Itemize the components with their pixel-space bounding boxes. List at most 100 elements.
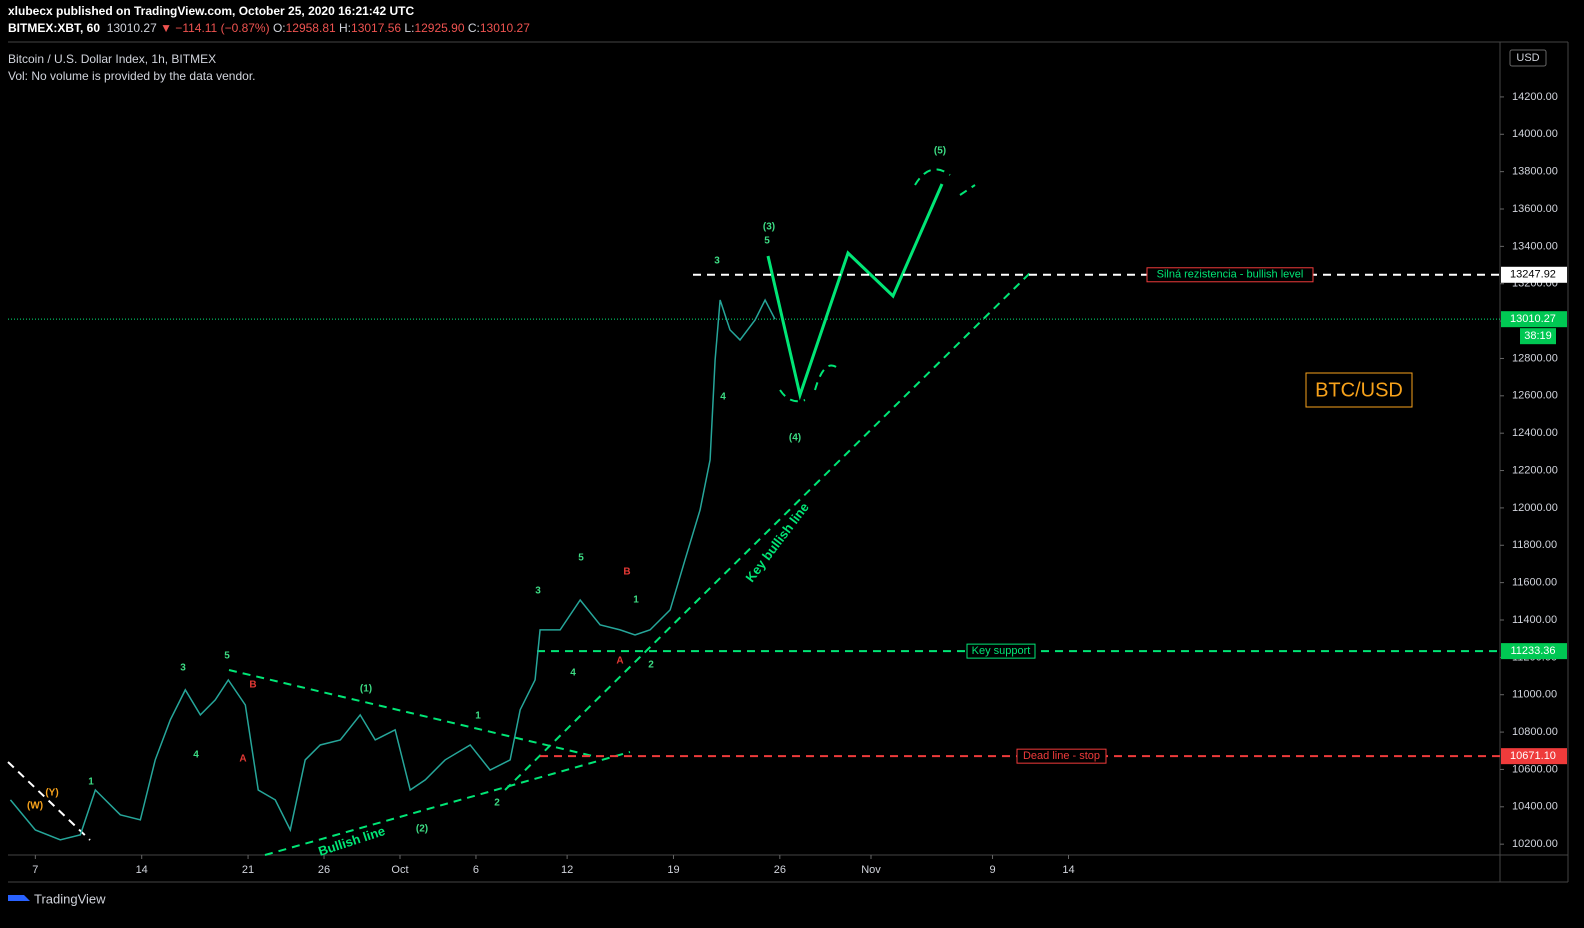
- ohlc-value: 13010.27: [479, 21, 530, 35]
- ohlc-value: 12925.90: [414, 21, 465, 35]
- ohlc-label: H:: [339, 21, 352, 35]
- wave-label: 5: [224, 651, 230, 662]
- ohlc-label: L:: [404, 21, 415, 35]
- wave-label: 5: [578, 553, 584, 564]
- ohlc-value: 13017.56: [351, 21, 402, 35]
- wave-label: (5): [934, 146, 946, 157]
- currency: USD: [1516, 52, 1539, 64]
- ohlc-value: 12958.81: [285, 21, 336, 35]
- x-tick-label: 19: [667, 864, 679, 876]
- price-label: 13010.27: [1510, 313, 1556, 325]
- trend-line: [7, 761, 91, 841]
- wave-label: B: [623, 567, 630, 578]
- x-tick-label: Oct: [391, 864, 408, 876]
- ohlc-line: BITMEX:XBT, 60 13010.27 ▼ −114.11 (−0.87…: [8, 21, 533, 35]
- title-box: [1305, 372, 1413, 408]
- projection-arc: [914, 168, 976, 196]
- y-tick-label: 13600.00: [1512, 203, 1558, 215]
- y-tick-label: 13800.00: [1512, 166, 1558, 178]
- y-tick-label: 12400.00: [1512, 427, 1558, 439]
- published: xlubecx published on TradingView.com, Oc…: [8, 4, 414, 18]
- x-tick-label: Nov: [861, 864, 881, 876]
- wave-label: 1: [633, 595, 639, 606]
- published-text: xlubecx published on TradingView.com, Oc…: [8, 4, 415, 18]
- countdown: 38:19: [1524, 330, 1552, 342]
- pane-title: Bitcoin / U.S. Dollar Index, 1h, BITMEX: [8, 52, 217, 66]
- wave-label: 4: [720, 392, 726, 403]
- x-tick-label: 14: [1062, 864, 1074, 876]
- projection-path: [766, 183, 944, 401]
- y-tick-label: 10200.00: [1512, 838, 1558, 850]
- x-tick-label: 9: [989, 864, 995, 876]
- currency-box: [1509, 49, 1547, 67]
- wave-label: A: [239, 754, 246, 765]
- y-tick-label: 11600.00: [1512, 577, 1557, 589]
- trend-line: [228, 669, 598, 758]
- x-tick-label: 7: [32, 864, 38, 876]
- x-tick-label: 14: [136, 864, 148, 876]
- wave-label: 1: [475, 711, 481, 722]
- y-tick-label: 10600.00: [1512, 763, 1558, 775]
- price-label-box: [1501, 748, 1567, 765]
- symbol: BITMEX:XBT, 60: [8, 21, 101, 35]
- ohlc-label: O:: [272, 21, 286, 35]
- y-tick-label: 14000.00: [1512, 128, 1558, 140]
- price-label-box: [1501, 643, 1567, 660]
- wave-label: 2: [648, 660, 654, 671]
- note-box: [966, 643, 1036, 659]
- ohlc-label: C:: [467, 21, 480, 35]
- wave-label: (W): [27, 801, 43, 812]
- wave-label: 3: [714, 256, 720, 267]
- wave-label: 2: [494, 798, 500, 809]
- last: 13010.27: [106, 21, 157, 35]
- chart-title: BTC/USD: [1315, 379, 1403, 401]
- wave-label: 1: [88, 777, 94, 788]
- price-label: 10671.10: [1510, 750, 1556, 762]
- y-tick-label: 10800.00: [1512, 726, 1558, 738]
- note: Silná rezistencia - bullish level: [1157, 269, 1304, 281]
- wave-label: 3: [535, 586, 541, 597]
- wave-label: 4: [570, 668, 576, 679]
- y-tick-label: 10400.00: [1512, 801, 1558, 813]
- wave-label: (4): [789, 433, 801, 444]
- wave-label: (2): [416, 824, 428, 835]
- price-label: 11233.36: [1510, 645, 1555, 657]
- y-tick-label: 12000.00: [1512, 502, 1558, 514]
- price-label: 13247.92: [1510, 269, 1556, 281]
- logo: [8, 895, 30, 901]
- price-label-box: [1501, 311, 1567, 328]
- note: Key support: [972, 645, 1031, 657]
- wave-label: 4: [193, 750, 199, 761]
- x-tick-label: 6: [473, 864, 479, 876]
- price-line-series: [9, 298, 776, 841]
- note-box: [1146, 267, 1314, 283]
- wave-label: (Y): [45, 788, 58, 799]
- y-tick-label: 13400.00: [1512, 240, 1558, 252]
- y-tick-label: 12200.00: [1512, 464, 1558, 476]
- x-tick-label: 26: [774, 864, 786, 876]
- y-tick-label: 12600.00: [1512, 390, 1558, 402]
- countdown-box: [1520, 328, 1556, 345]
- y-tick-label: 11800.00: [1512, 539, 1557, 551]
- x-tick-label: 12: [561, 864, 573, 876]
- wave-label: 5: [764, 236, 770, 247]
- y-tick-label: 12800.00: [1512, 352, 1558, 364]
- trend-line: [264, 751, 631, 856]
- x-tick-label: 21: [242, 864, 254, 876]
- wave-label: B: [249, 680, 256, 691]
- y-tick-label: 11000.00: [1512, 689, 1557, 701]
- wave-label: 3: [180, 663, 186, 674]
- change: ▼ −114.11 (−0.87%): [160, 21, 270, 35]
- y-tick-label: 11400.00: [1512, 614, 1557, 626]
- price-label-box: [1501, 266, 1567, 283]
- footer: TradingView: [34, 891, 106, 906]
- note: Dead line - stop: [1023, 750, 1100, 762]
- projection-arc: [779, 364, 841, 403]
- wave-label: (3): [763, 222, 775, 233]
- x-tick-label: 26: [318, 864, 330, 876]
- ohlc: O:12958.81 H:13017.56 L:12925.90 C:13010…: [273, 21, 533, 35]
- drawings: [7, 168, 1031, 856]
- wave-label: A: [616, 656, 623, 667]
